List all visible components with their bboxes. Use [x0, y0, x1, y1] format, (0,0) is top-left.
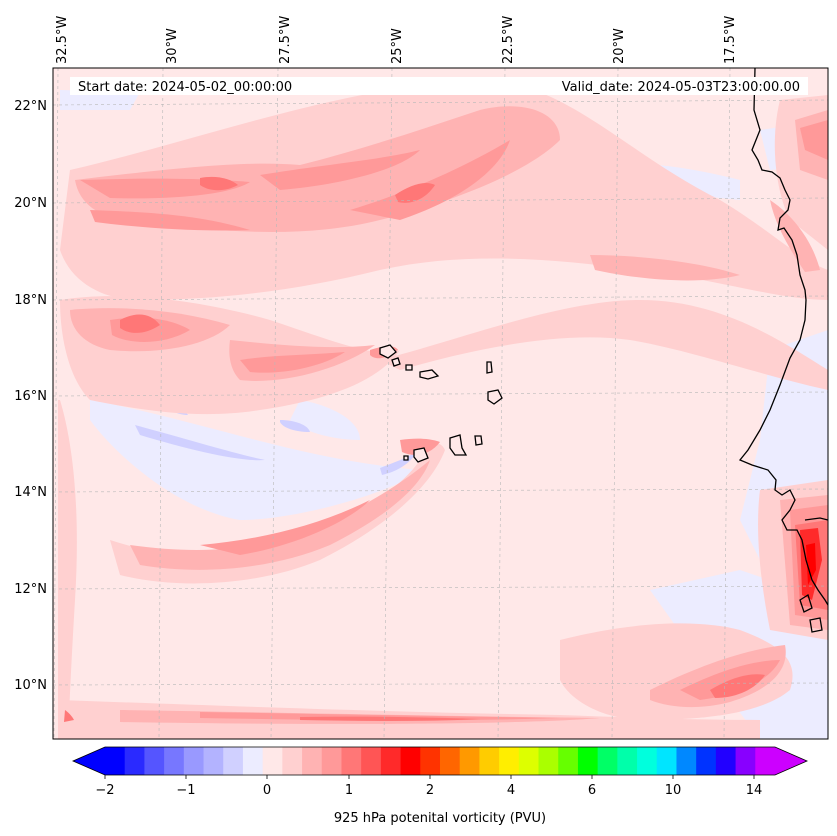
- colorbar-swatch: [262, 747, 283, 775]
- colorbar-ticks: [104, 775, 755, 779]
- colorbar-swatch: [558, 747, 579, 775]
- lat-label-14n: 14°N: [14, 485, 47, 500]
- cb-tick-label-14: 14: [746, 783, 763, 798]
- lat-label-16n: 16°N: [14, 389, 47, 404]
- colorbar-swatch: [380, 747, 402, 775]
- lat-label-18n: 18°N: [14, 293, 47, 308]
- colorbar-swatch: [242, 747, 264, 775]
- valid-date-label: Valid_date: 2024-05-03T23:00:00.00: [562, 80, 800, 95]
- cb-tick-label-0: 0: [263, 783, 271, 798]
- map-frame: [52, 67, 829, 740]
- colorbar-swatch: [538, 747, 559, 775]
- colorbar-title: 925 hPa potenital vorticity (PVU): [334, 811, 546, 826]
- graticule: [53, 68, 828, 739]
- date-banner: [70, 77, 808, 95]
- colorbar-swatch: [282, 747, 303, 775]
- cb-tick-label-2: 2: [426, 783, 434, 798]
- colorbar-swatch: [183, 747, 205, 775]
- colorbar-swatch: [577, 747, 599, 775]
- colorbar-swatch: [755, 747, 776, 775]
- colorbar-swatch: [321, 747, 342, 775]
- colorbar-swatch: [302, 747, 323, 775]
- colorbar-swatch: [341, 747, 362, 775]
- longitude-labels: 32.5°W 30°W 27.5°W 25°W 22.5°W 20°W 17.5…: [55, 16, 738, 64]
- cb-tick-label-neg2: −2: [95, 783, 114, 798]
- colorbar-swatch: [696, 747, 717, 775]
- colorbar-swatch: [223, 747, 244, 775]
- colorbar-swatch: [676, 747, 697, 775]
- colorbar-swatch: [459, 747, 480, 775]
- lon-label-22-5w: 22.5°W: [501, 16, 516, 64]
- colorbar-swatch: [144, 747, 165, 775]
- colorbar-extend-high: [775, 747, 807, 775]
- lat-label-10n: 10°N: [14, 678, 47, 693]
- colorbar-swatch: [656, 747, 677, 775]
- colorbar-swatch: [105, 747, 126, 775]
- colorbar-swatch: [164, 747, 185, 775]
- cb-tick-label-1: 1: [345, 783, 353, 798]
- lon-label-30w: 30°W: [165, 28, 180, 64]
- colorbar-swatch: [715, 747, 737, 775]
- colorbar-swatch: [597, 747, 618, 775]
- colorbar-tick-labels: −2 −1 0 1 2 4 6 10 14: [95, 783, 762, 798]
- colorbar-swatch: [479, 747, 500, 775]
- latitude-labels: 22°N 20°N 18°N 16°N 14°N 12°N 10°N: [14, 99, 47, 693]
- coastline: [738, 68, 828, 633]
- colorbar-swatch: [420, 747, 441, 775]
- colorbar-swatch: [518, 747, 540, 775]
- cape-verde-islands: [379, 344, 503, 463]
- colorbar-swatch: [400, 747, 421, 775]
- colorbar: −2 −1 0 1 2 4 6 10 14 925 hPa potenital …: [72, 746, 808, 826]
- cb-tick-label-neg1: −1: [176, 783, 195, 798]
- cb-tick-label-6: 6: [588, 783, 596, 798]
- colorbar-swatch: [735, 747, 756, 775]
- colorbar-swatch: [361, 747, 382, 775]
- lon-label-32-5w: 32.5°W: [55, 16, 70, 64]
- colorbar-swatch: [617, 747, 638, 775]
- lon-label-27-5w: 27.5°W: [278, 16, 293, 64]
- cb-tick-label-4: 4: [507, 783, 515, 798]
- colorbar-swatch: [637, 747, 658, 775]
- map-panel: Start date: 2024-05-02_00:00:00 Valid_da…: [53, 68, 828, 739]
- lon-label-20w: 20°W: [612, 28, 627, 64]
- start-date-label: Start date: 2024-05-02_00:00:00: [78, 80, 292, 95]
- colorbar-swatch: [203, 747, 224, 775]
- lon-label-17-5w: 17.5°W: [723, 16, 738, 64]
- colorbar-swatch: [440, 747, 461, 775]
- lat-label-12n: 12°N: [14, 582, 47, 597]
- colorbar-swatch: [499, 747, 520, 775]
- cb-tick-label-10: 10: [665, 783, 682, 798]
- lat-label-20n: 20°N: [14, 196, 47, 211]
- colorbar-swatch: [124, 747, 145, 775]
- lat-label-22n: 22°N: [14, 99, 47, 114]
- colorbar-swatches: [105, 747, 776, 775]
- pv-level-max: [806, 543, 816, 585]
- colorbar-extend-low: [73, 747, 105, 775]
- lon-label-25w: 25°W: [390, 28, 405, 64]
